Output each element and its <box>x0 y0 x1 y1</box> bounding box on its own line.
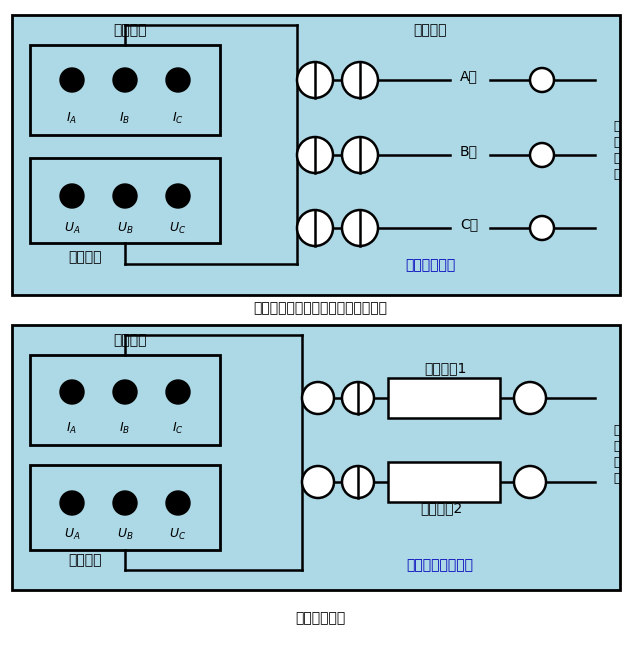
Text: 耦合电容接线: 耦合电容接线 <box>296 611 345 625</box>
Text: 仪器输出: 仪器输出 <box>113 23 147 37</box>
Bar <box>12 325 620 590</box>
Circle shape <box>297 62 333 98</box>
Text: $I_B$: $I_B$ <box>119 110 131 125</box>
Bar <box>12 15 620 295</box>
Text: 被测线路1: 被测线路1 <box>424 361 466 375</box>
Circle shape <box>302 466 334 498</box>
Circle shape <box>514 466 546 498</box>
Text: $I_C$: $I_C$ <box>172 421 184 436</box>
Circle shape <box>166 491 190 515</box>
Circle shape <box>60 184 84 208</box>
Circle shape <box>166 68 190 92</box>
Text: 零序电容接线或者按照正序电容接线: 零序电容接线或者按照正序电容接线 <box>253 301 388 315</box>
Text: $U_B$: $U_B$ <box>117 526 133 541</box>
Circle shape <box>297 210 333 246</box>
Text: $U_A$: $U_A$ <box>63 526 80 541</box>
Text: $U_B$: $U_B$ <box>117 221 133 236</box>
Circle shape <box>342 62 378 98</box>
Bar <box>30 158 220 243</box>
Text: $I_A$: $I_A$ <box>67 110 78 125</box>
Text: 被测线路2: 被测线路2 <box>420 501 462 515</box>
Circle shape <box>113 184 137 208</box>
Circle shape <box>60 68 84 92</box>
Text: 电压测量: 电压测量 <box>68 553 102 567</box>
Circle shape <box>342 466 374 498</box>
Circle shape <box>166 184 190 208</box>
Text: $U_C$: $U_C$ <box>169 526 187 541</box>
Text: C相: C相 <box>460 217 478 231</box>
Circle shape <box>297 137 333 173</box>
Circle shape <box>60 491 84 515</box>
Circle shape <box>530 143 554 167</box>
Circle shape <box>342 137 378 173</box>
Text: 仪器输出: 仪器输出 <box>113 333 147 347</box>
Text: 对
端
悬
空: 对 端 悬 空 <box>613 119 620 180</box>
Text: A相: A相 <box>460 69 478 83</box>
Text: 耦合电容测量接线: 耦合电容测量接线 <box>406 558 474 572</box>
Text: 对
端
悬
空: 对 端 悬 空 <box>613 424 620 485</box>
Text: 被测线路: 被测线路 <box>413 23 447 37</box>
Bar <box>388 378 500 418</box>
Text: $U_C$: $U_C$ <box>169 221 187 236</box>
Bar <box>30 45 220 135</box>
Circle shape <box>530 216 554 240</box>
Text: 电压测量: 电压测量 <box>68 250 102 264</box>
Circle shape <box>113 68 137 92</box>
Circle shape <box>113 491 137 515</box>
Text: $U_A$: $U_A$ <box>63 221 80 236</box>
Text: $I_A$: $I_A$ <box>67 421 78 436</box>
Text: B相: B相 <box>460 144 478 158</box>
Circle shape <box>113 380 137 404</box>
Bar <box>388 462 500 502</box>
Text: $I_C$: $I_C$ <box>172 110 184 125</box>
Circle shape <box>530 68 554 92</box>
Circle shape <box>342 382 374 414</box>
Circle shape <box>302 382 334 414</box>
Circle shape <box>60 380 84 404</box>
Bar <box>30 465 220 550</box>
Bar <box>30 355 220 445</box>
Circle shape <box>166 380 190 404</box>
Text: 零序电容接线: 零序电容接线 <box>405 258 455 272</box>
Circle shape <box>342 210 378 246</box>
Text: $I_B$: $I_B$ <box>119 421 131 436</box>
Circle shape <box>514 382 546 414</box>
